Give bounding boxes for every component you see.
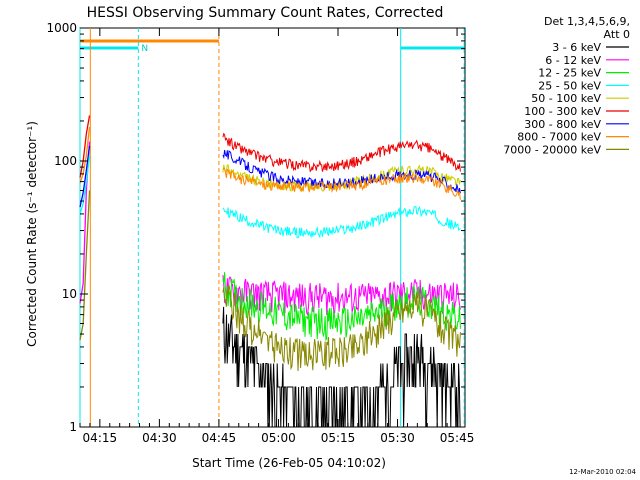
- x-tick-label-3: 05:00: [261, 431, 296, 445]
- footer-timestamp: 12-Mar-2010 02:04: [569, 468, 636, 476]
- y-axis-label: Corrected Count Rate (s⁻¹ detector⁻¹): [25, 121, 39, 347]
- y-tick-label-0: 1: [69, 420, 77, 434]
- x-tick-label-1: 04:30: [142, 431, 177, 445]
- legend-label-8: 7000 - 20000 keV: [503, 143, 601, 156]
- early-spike-line-4: [79, 115, 91, 178]
- y-tick-label-1: 10: [62, 287, 77, 301]
- x-tick-label-0: 04:15: [83, 431, 118, 445]
- x-tick-label-2: 04:45: [202, 431, 237, 445]
- night-flag-label: N: [141, 44, 148, 54]
- early-spike-line-5: [79, 190, 91, 341]
- x-tick-label-4: 05:15: [321, 431, 356, 445]
- legend-label-0: 3 - 6 keV: [552, 41, 601, 54]
- x-tick-label-5: 05:30: [380, 431, 415, 445]
- series-line-2: [222, 272, 461, 342]
- legend-label-4: 50 - 100 keV: [531, 92, 601, 105]
- chart-title: HESSI Observing Summary Count Rates, Cor…: [87, 5, 444, 21]
- legend-label-6: 300 - 800 keV: [524, 118, 601, 131]
- early-spike-line-1: [79, 145, 91, 208]
- legend-label-3: 25 - 50 keV: [538, 79, 601, 92]
- legend-label-1: 6 - 12 keV: [545, 54, 601, 67]
- y-tick-label-3: 1000: [46, 21, 77, 35]
- early-spike-line-2: [79, 155, 91, 215]
- legend-header-line1: Det 1,3,4,5,6,9,: [544, 15, 630, 28]
- series-line-8: [222, 285, 461, 372]
- y-tick-label-2: 100: [54, 154, 77, 168]
- series-line-5: [222, 132, 461, 173]
- series-line-3: [222, 205, 461, 239]
- series-line-7: [222, 167, 461, 200]
- legend-label-2: 12 - 25 keV: [538, 67, 601, 80]
- series-line-4: [222, 164, 461, 192]
- x-tick-label-6: 05:45: [440, 431, 475, 445]
- x-axis-label: Start Time (26-Feb-05 04:10:02): [192, 456, 386, 470]
- early-spike-line-3: [79, 126, 91, 184]
- series-line-6: [222, 150, 461, 194]
- legend-header-line2: Att 0: [604, 28, 630, 41]
- legend-label-5: 100 - 300 keV: [524, 105, 601, 118]
- legend-label-7: 800 - 7000 keV: [517, 131, 601, 144]
- series-line-0: [222, 306, 461, 428]
